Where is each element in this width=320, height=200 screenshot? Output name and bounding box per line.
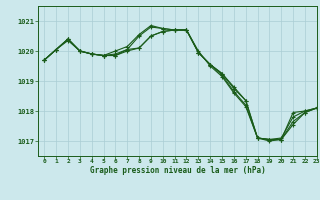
X-axis label: Graphe pression niveau de la mer (hPa): Graphe pression niveau de la mer (hPa) (90, 166, 266, 175)
